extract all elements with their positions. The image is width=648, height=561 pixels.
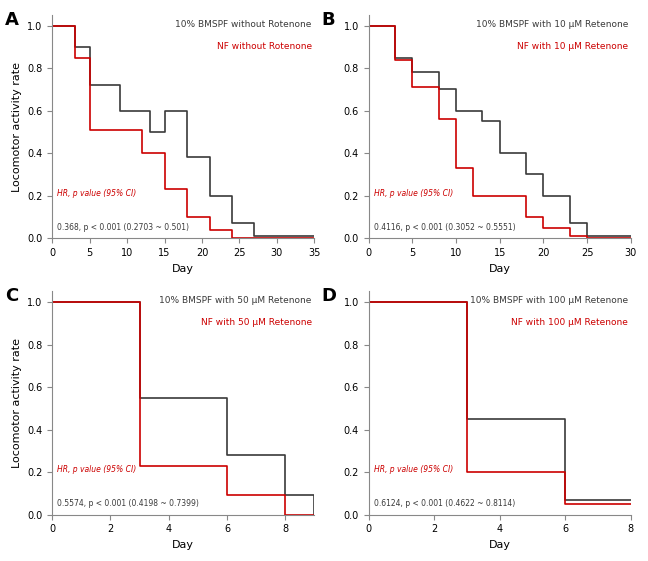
Text: NF with 10 μM Retenone: NF with 10 μM Retenone (517, 42, 628, 51)
Text: 10% BMSPF with 50 μM Retenone: 10% BMSPF with 50 μM Retenone (159, 296, 312, 305)
Text: 0.4116, p < 0.001 (0.3052 ~ 0.5551): 0.4116, p < 0.001 (0.3052 ~ 0.5551) (374, 223, 515, 232)
Text: 10% BMSPF with 100 μM Retenone: 10% BMSPF with 100 μM Retenone (470, 296, 628, 305)
Text: NF with 50 μM Retenone: NF with 50 μM Retenone (201, 318, 312, 327)
Text: 0.368, p < 0.001 (0.2703 ~ 0.501): 0.368, p < 0.001 (0.2703 ~ 0.501) (58, 223, 189, 232)
Text: D: D (321, 287, 336, 305)
Text: A: A (5, 11, 19, 29)
Text: HR, p value (95% CI): HR, p value (95% CI) (58, 189, 137, 198)
Text: NF without Rotenone: NF without Rotenone (216, 42, 312, 51)
X-axis label: Day: Day (172, 264, 194, 274)
Text: HR, p value (95% CI): HR, p value (95% CI) (374, 189, 453, 198)
Text: 10% BMSPF without Rotenone: 10% BMSPF without Rotenone (176, 20, 312, 29)
X-axis label: Day: Day (489, 264, 511, 274)
Text: 0.5574, p < 0.001 (0.4198 ~ 0.7399): 0.5574, p < 0.001 (0.4198 ~ 0.7399) (58, 499, 200, 508)
Y-axis label: Locomotor activity rate: Locomotor activity rate (12, 338, 21, 468)
Y-axis label: Locomotor activity rate: Locomotor activity rate (12, 62, 21, 192)
Text: 0.6124, p < 0.001 (0.4622 ~ 0.8114): 0.6124, p < 0.001 (0.4622 ~ 0.8114) (374, 499, 515, 508)
Text: B: B (321, 11, 335, 29)
Text: 10% BMSPF with 10 μM Retenone: 10% BMSPF with 10 μM Retenone (476, 20, 628, 29)
Text: NF with 100 μM Retenone: NF with 100 μM Retenone (511, 318, 628, 327)
Text: HR, p value (95% CI): HR, p value (95% CI) (58, 466, 137, 475)
X-axis label: Day: Day (489, 540, 511, 550)
Text: HR, p value (95% CI): HR, p value (95% CI) (374, 466, 453, 475)
X-axis label: Day: Day (172, 540, 194, 550)
Text: C: C (5, 287, 18, 305)
